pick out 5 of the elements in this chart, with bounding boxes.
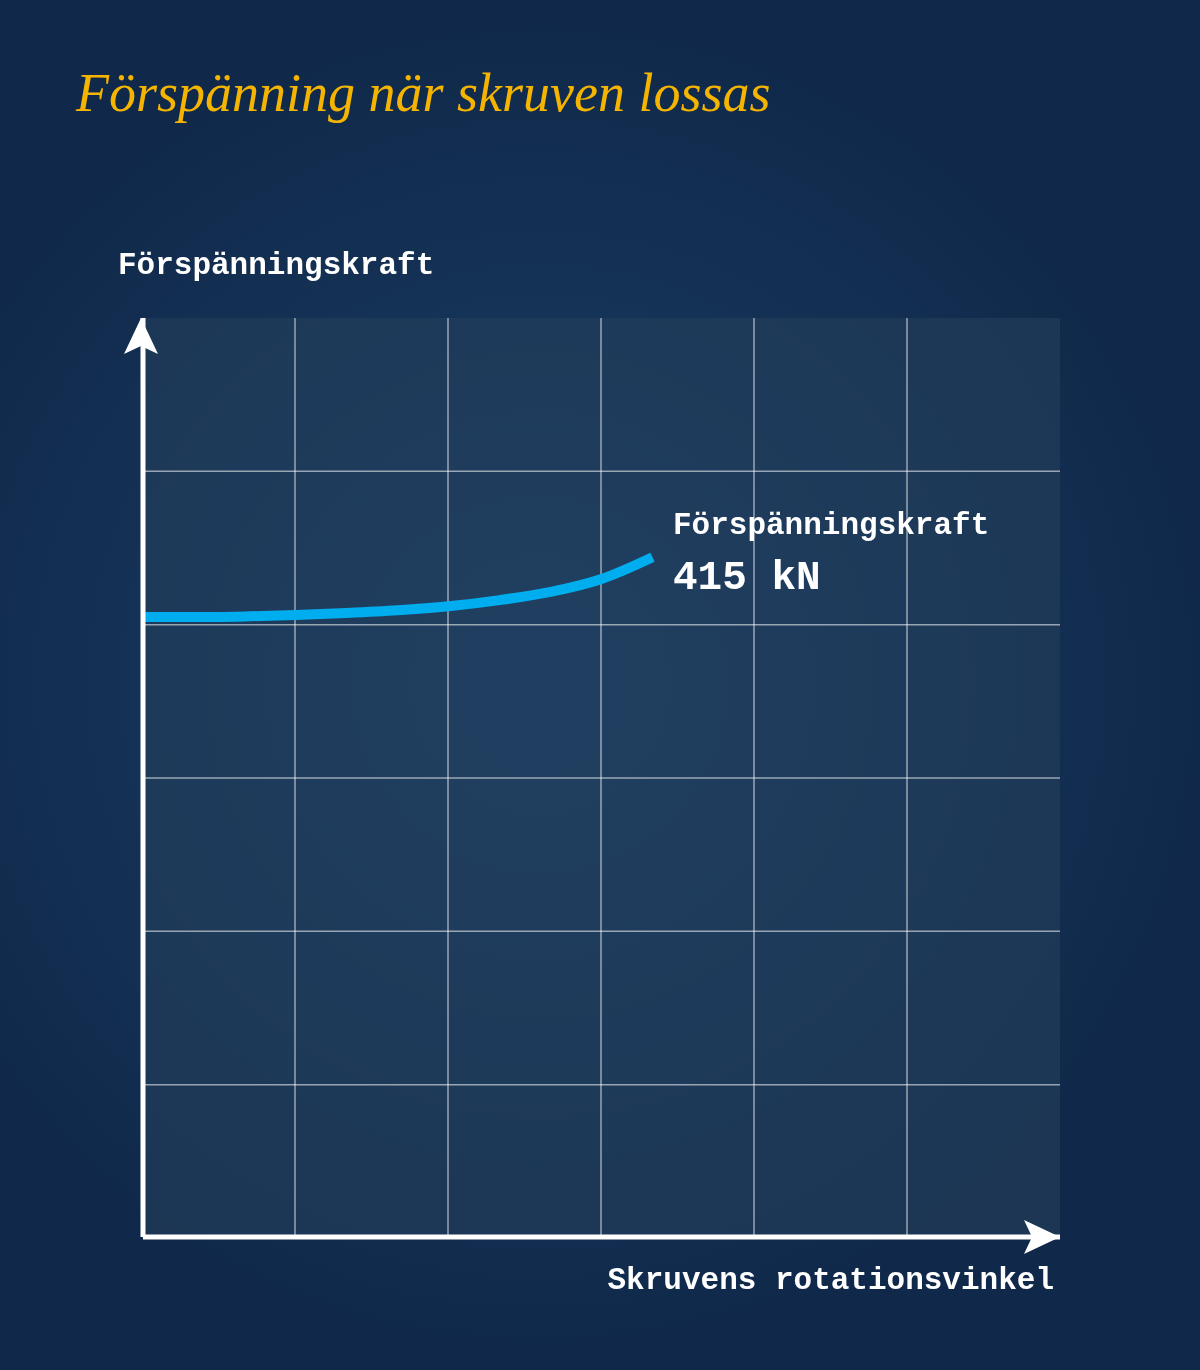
chart-title: Förspänning när skruven lossas (76, 62, 771, 124)
annotation: 415 kN (673, 555, 822, 601)
x-axis-title: Skruvens rotationsvinkel (607, 1263, 1054, 1298)
text: Förspänningskraft (673, 508, 990, 543)
text: Förspänningskraft (118, 248, 435, 283)
